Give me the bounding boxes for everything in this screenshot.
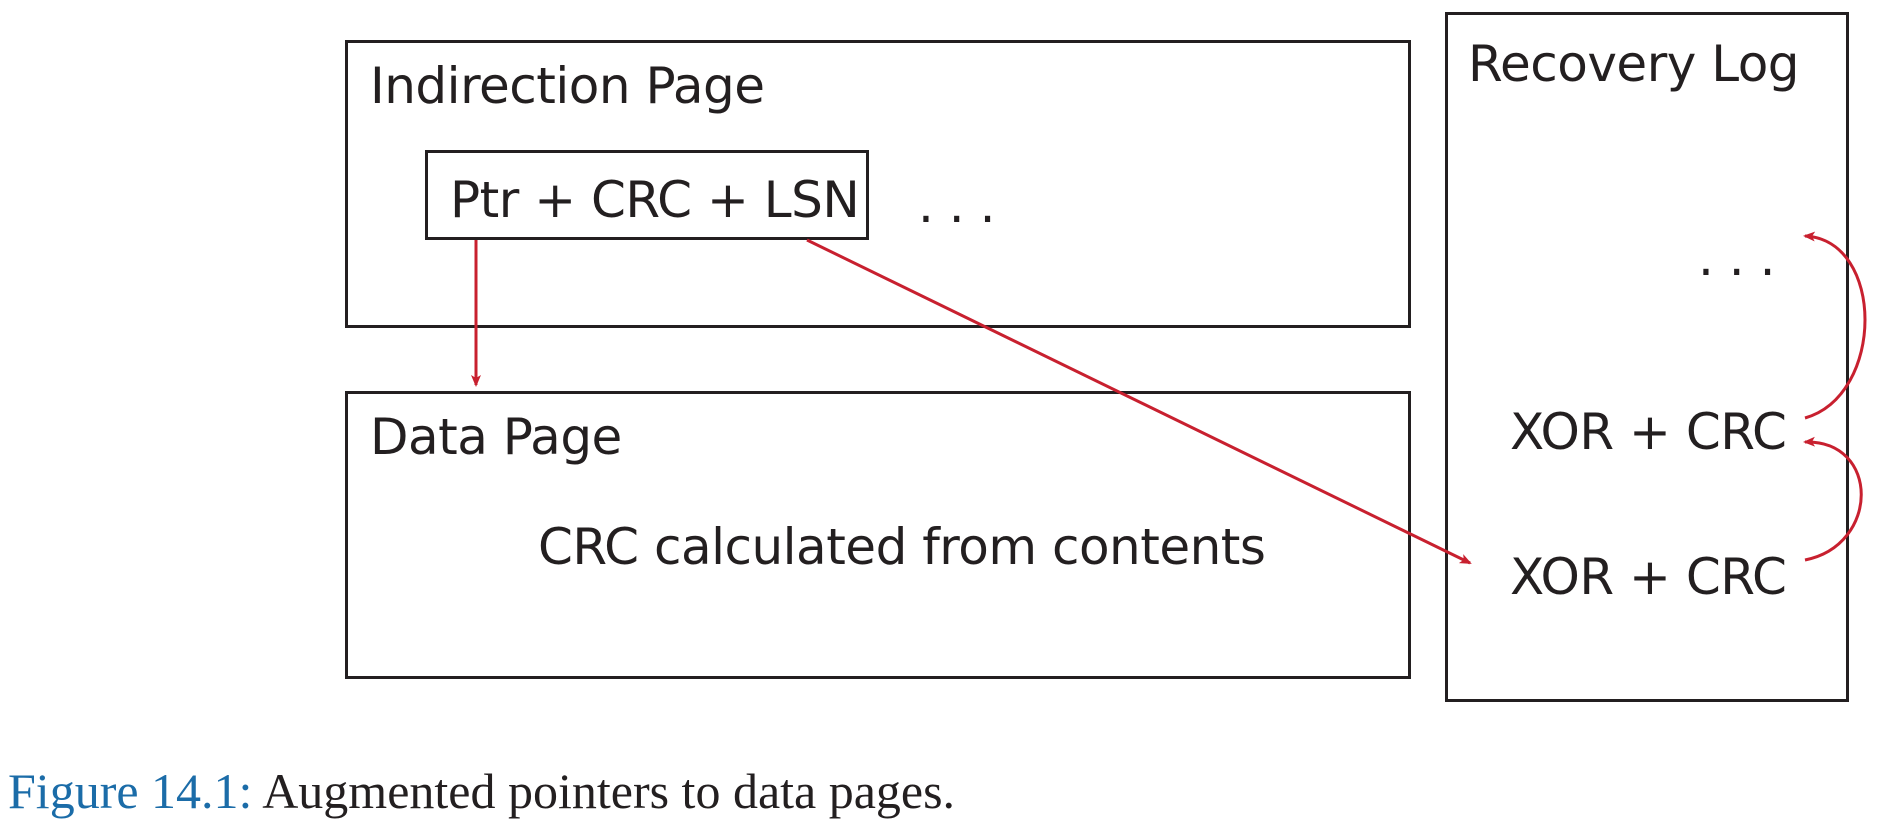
data-page-title: Data Page (370, 408, 622, 466)
pointer-entry-box: Ptr + CRC + LSN (425, 150, 869, 240)
recovery-log-title: Recovery Log (1468, 35, 1800, 93)
indirection-ellipsis: . . . (918, 176, 995, 234)
log-record-upper: XOR + CRC (1510, 403, 1787, 461)
pointer-entry-label: Ptr + CRC + LSN (450, 171, 860, 229)
figure-number: Figure 14.1: (8, 763, 253, 819)
data-page-box: Data Page CRC calculated from contents (345, 391, 1411, 679)
log-record-lower: XOR + CRC (1510, 548, 1787, 606)
figure-caption-text: Augmented pointers to data pages. (262, 763, 956, 819)
figure-caption: Figure 14.1: Augmented pointers to data … (8, 766, 955, 816)
indirection-page-title: Indirection Page (370, 57, 765, 115)
recovery-log-box: Recovery Log . . . XOR + CRC XOR + CRC (1445, 12, 1849, 702)
data-page-note: CRC calculated from contents (538, 518, 1266, 576)
log-ellipsis: . . . (1698, 229, 1775, 287)
